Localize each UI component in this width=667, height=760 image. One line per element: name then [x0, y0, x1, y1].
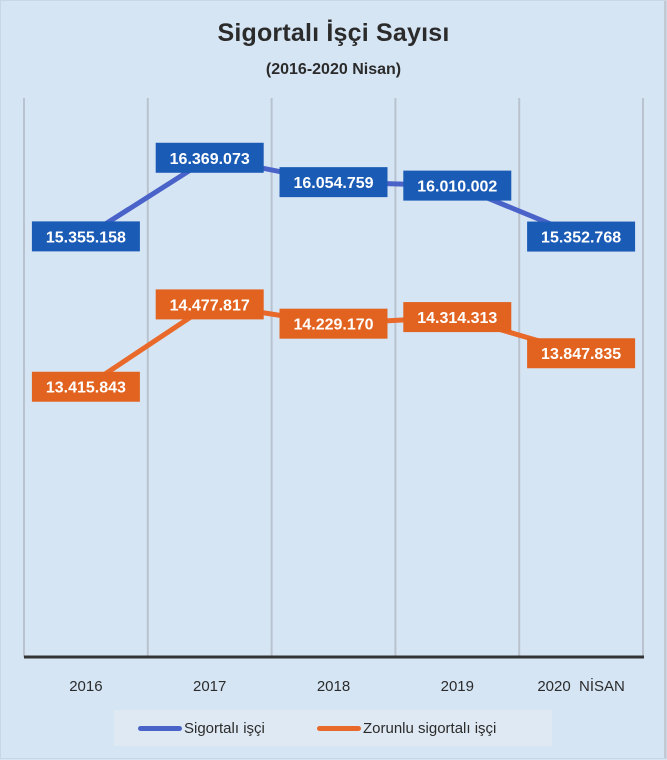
- data-label-text: 16.010.002: [417, 179, 497, 196]
- data-label-box: [31, 371, 140, 402]
- frame-edge: [664, 1, 666, 758]
- data-label: 14.229.170: [279, 308, 388, 339]
- data-label: 15.355.158: [31, 221, 140, 252]
- data-label-text: 15.352.768: [541, 230, 621, 247]
- data-label: 13.415.843: [31, 371, 140, 402]
- data-label-text: 15.355.158: [46, 229, 126, 246]
- data-label-box: [31, 221, 140, 252]
- data-label-box: [155, 289, 264, 320]
- legend-label: Sigortalı işçi: [184, 719, 265, 737]
- data-label: 16.010.002: [403, 170, 512, 201]
- data-label: 16.369.073: [155, 142, 264, 173]
- data-label-box: [155, 142, 264, 173]
- data-label-text: 14.477.817: [170, 297, 250, 314]
- data-label-text: 16.369.073: [170, 151, 250, 168]
- data-labels: 15.355.158 16.369.073 16.054.759 16.010.002…: [31, 142, 636, 402]
- legend-swatch-orange: [317, 725, 361, 731]
- data-label-box: [279, 308, 388, 339]
- x-tick-label: 2017: [193, 678, 226, 695]
- data-label-box: [527, 221, 636, 252]
- data-label: 14.314.313: [403, 302, 512, 333]
- x-tick-label: 2020 NİSAN: [537, 677, 625, 695]
- legend-item-sigortali-isci[interactable]: Sigortalı işçi: [138, 710, 265, 746]
- gridlines: [23, 98, 644, 657]
- x-tick-label: 2019: [441, 678, 474, 695]
- data-label-box: [527, 338, 636, 369]
- legend-swatch-blue: [138, 725, 182, 731]
- x-tick-labels: 2016 2017 2018 2019 2020 NİSAN: [69, 677, 625, 695]
- data-label-text: 13.415.843: [46, 380, 126, 397]
- data-label-text: 16.054.759: [293, 175, 373, 192]
- legend-label: Zorunlu sigortalı işçi: [363, 719, 497, 737]
- data-label: 16.054.759: [279, 167, 388, 198]
- data-label-box: [279, 167, 388, 198]
- data-label-text: 14.314.313: [417, 310, 497, 327]
- data-label-text: 13.847.835: [541, 346, 621, 363]
- chart-title: Sigortalı İşçi Sayısı: [217, 19, 450, 47]
- data-label: 15.352.768: [527, 221, 636, 252]
- x-tick-label: 2016: [69, 678, 102, 695]
- data-label: 13.847.835: [527, 338, 636, 369]
- legend-item-zorunlu-sigortali-isci[interactable]: Zorunlu sigortalı işçi: [317, 710, 496, 746]
- chart-subtitle: (2016-2020 Nisan): [265, 61, 402, 78]
- data-label-box: [403, 302, 512, 333]
- legend: Sigortalı işçi Zorunlu sigortalı işçi: [114, 710, 552, 746]
- data-label-text: 14.229.170: [293, 317, 373, 334]
- x-tick-label: 2018: [317, 678, 350, 695]
- data-label-box: [403, 170, 512, 201]
- data-label: 14.477.817: [155, 289, 264, 320]
